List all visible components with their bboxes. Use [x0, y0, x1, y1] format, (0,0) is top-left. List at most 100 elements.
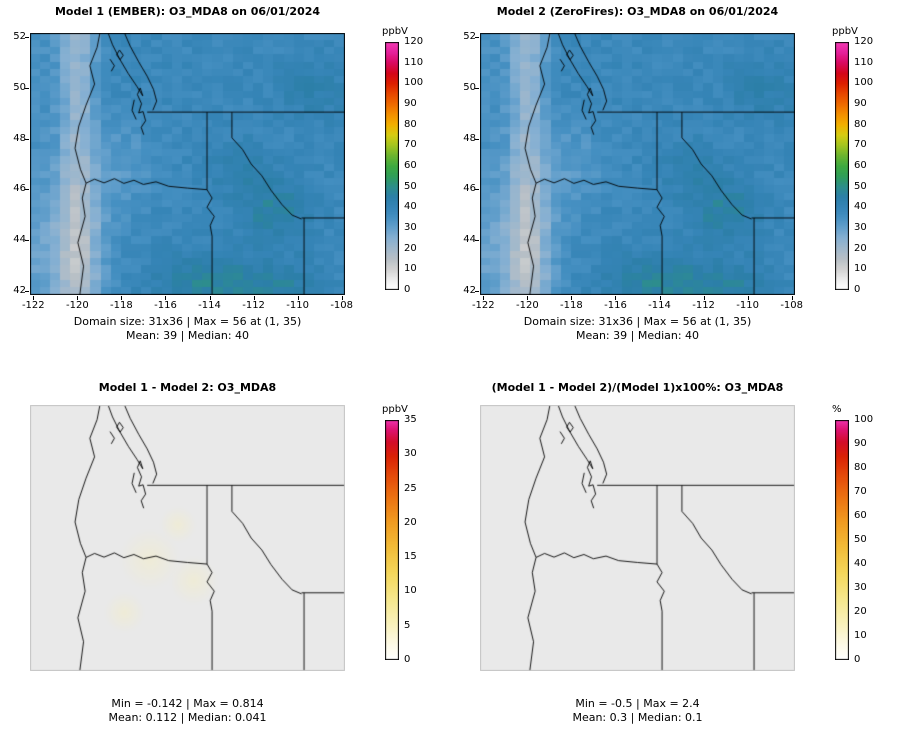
y-tick-label: 52	[463, 30, 476, 42]
x-tick-mark	[121, 296, 123, 300]
colorbar-tick-label: 30	[854, 582, 867, 593]
stats-block: Min = -0.142 | Max = 0.814 Mean: 0.112 |…	[30, 697, 345, 724]
x-tick-label: -122	[21, 300, 45, 311]
colorbar-tick-label: 40	[854, 201, 867, 213]
colorbar-tick-label: 50	[404, 180, 417, 192]
x-tick-mark	[659, 296, 661, 300]
colorbar-tick-label: 70	[854, 139, 867, 151]
y-tick-mark	[475, 189, 479, 191]
x-tick-mark	[209, 296, 211, 300]
stats-line2: Mean: 0.112 | Median: 0.041	[108, 710, 267, 724]
y-tick-mark	[25, 87, 29, 89]
colorbar-tick-label: 0	[404, 654, 411, 665]
y-tick-label: 50	[463, 81, 476, 93]
colorbar-tick-label: 100	[854, 414, 874, 425]
x-tick-mark	[483, 296, 485, 300]
map-canvas-percent-difference	[480, 405, 795, 671]
colorbar-tick-label: 120	[854, 36, 874, 47]
panel-model1: Model 1 (EMBER): O3_MDA8 on 06/01/2024 p…	[0, 0, 450, 376]
colorbar-tick-label: 100	[854, 77, 874, 89]
y-tick-mark	[475, 36, 479, 38]
colorbar-unit-label: ppbV	[382, 404, 408, 415]
map-canvas-model2	[480, 33, 795, 295]
colorbar-tick-label: 70	[404, 139, 417, 151]
x-tick-label: -108	[780, 300, 804, 311]
y-tick-label: 46	[463, 183, 476, 195]
colorbar-tick-label: 40	[404, 201, 417, 213]
colorbar-tick-label: 0	[404, 284, 411, 295]
x-tick-mark	[341, 296, 343, 300]
y-tick-label: 44	[13, 234, 26, 246]
colorbar-tick-label: 50	[854, 534, 867, 545]
x-tick-label: -110	[286, 300, 309, 311]
colorbar-tick-label: 90	[404, 98, 417, 109]
colorbar-tick-label: 40	[854, 558, 867, 569]
x-tick-label: -114	[198, 300, 221, 311]
map-canvas-difference	[30, 405, 345, 671]
y-tick-label: 46	[13, 183, 26, 195]
stats-line2: Mean: 39 | Median: 40	[125, 328, 250, 342]
colorbar-tick-label: 80	[854, 118, 867, 130]
x-tick-label: -112	[692, 300, 715, 311]
stats-line2: Mean: 39 | Median: 40	[575, 328, 700, 342]
colorbar-tick-label: 90	[854, 438, 867, 449]
y-tick-label: 48	[463, 132, 476, 144]
colorbar-unit-label: ppbV	[382, 26, 408, 37]
x-tick-label: -120	[516, 300, 539, 311]
x-tick-mark	[747, 296, 749, 300]
colorbar-unit-label: ppbV	[832, 26, 858, 37]
x-tick-label: -114	[648, 300, 671, 311]
colorbar-tick-label: 5	[404, 619, 411, 631]
colorbar-model2	[835, 42, 849, 290]
colorbar-tick-label: 0	[854, 654, 861, 665]
panel-model2: Model 2 (ZeroFires): O3_MDA8 on 06/01/20…	[450, 0, 900, 376]
y-tick-label: 42	[13, 285, 26, 297]
y-tick-mark	[25, 36, 29, 38]
stats-line1: Min = -0.5 | Max = 2.4	[575, 697, 700, 710]
panel-title: Model 2 (ZeroFires): O3_MDA8 on 06/01/20…	[496, 5, 779, 18]
colorbar-tick-label: 80	[854, 462, 867, 473]
colorbar-tick-label: 30	[854, 222, 867, 233]
stats-line1: Domain size: 31x36 | Max = 56 at (1, 35)	[73, 315, 302, 328]
x-tick-mark	[253, 296, 255, 300]
x-tick-label: -112	[242, 300, 265, 311]
colorbar-tick-label: 20	[404, 242, 417, 254]
y-tick-mark	[25, 138, 29, 140]
panel-title: Model 1 (EMBER): O3_MDA8 on 06/01/2024	[54, 5, 321, 18]
colorbar-difference	[385, 420, 399, 660]
colorbar-tick-label: 25	[404, 482, 417, 494]
colorbar-tick-label: 110	[404, 56, 424, 68]
y-tick-mark	[475, 138, 479, 140]
colorbar-tick-label: 20	[854, 606, 867, 617]
panel-difference: Model 1 - Model 2: O3_MDA8 ppbV Min = -0…	[0, 376, 450, 752]
y-tick-mark	[25, 240, 29, 242]
y-tick-mark	[475, 87, 479, 89]
colorbar-tick-label: 0	[854, 284, 861, 295]
colorbar-tick-label: 60	[854, 160, 867, 171]
colorbar-tick-label: 120	[404, 36, 424, 47]
y-tick-label: 42	[463, 285, 476, 297]
colorbar-tick-label: 10	[404, 263, 417, 275]
x-tick-label: -116	[604, 300, 627, 311]
colorbar-tick-label: 10	[854, 630, 867, 641]
x-tick-label: -118	[110, 300, 133, 311]
x-tick-mark	[791, 296, 793, 300]
y-tick-label: 50	[13, 81, 26, 93]
colorbar-percent-difference	[835, 420, 849, 660]
x-tick-label: -118	[560, 300, 583, 311]
panel-title: (Model 1 - Model 2)/(Model 1)x100%: O3_M…	[491, 381, 784, 394]
colorbar-tick-label: 90	[854, 98, 867, 109]
y-tick-label: 52	[13, 30, 26, 42]
colorbar-unit-label: %	[832, 404, 842, 415]
colorbar-tick-label: 70	[854, 486, 867, 497]
stats-block: Domain size: 31x36 | Max = 56 at (1, 35)…	[30, 315, 345, 342]
y-tick-mark	[25, 291, 29, 293]
colorbar-tick-label: 10	[404, 585, 417, 597]
y-tick-mark	[475, 240, 479, 242]
colorbar-tick-label: 15	[404, 551, 417, 563]
colorbar-tick-label: 35	[404, 414, 417, 425]
map-canvas-model1	[30, 33, 345, 295]
x-tick-mark	[571, 296, 573, 300]
x-tick-mark	[527, 296, 529, 300]
x-tick-mark	[297, 296, 299, 300]
